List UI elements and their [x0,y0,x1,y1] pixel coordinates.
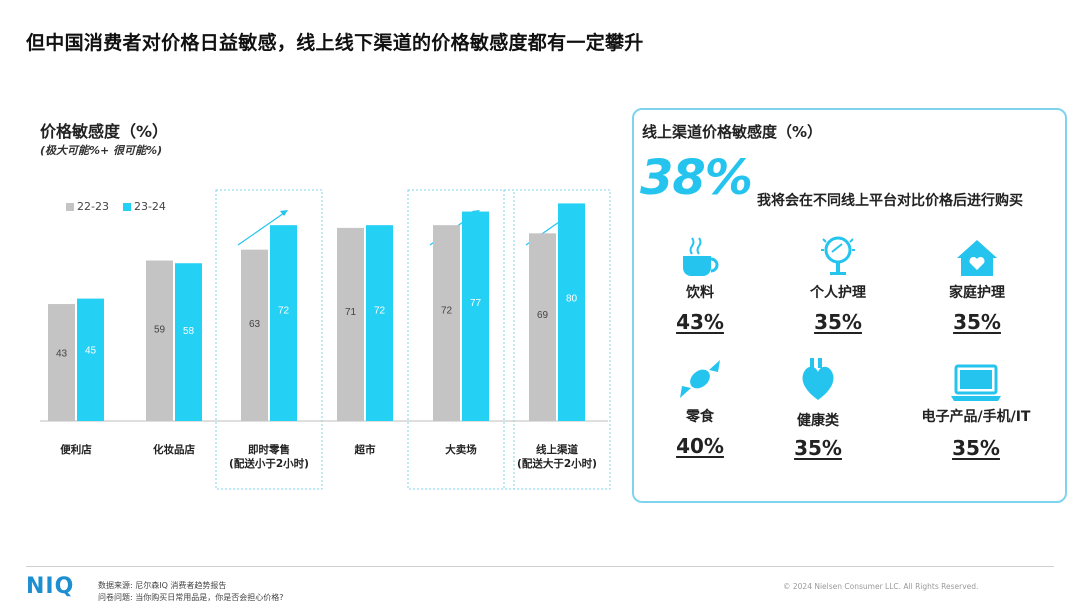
bar-23-24 [175,263,202,421]
category-label: 个人护理 [810,285,866,301]
legend-swatch-old [66,202,74,211]
highlight-box [215,189,323,490]
category-tick-label: 即时零售 [248,443,290,456]
category-value: 43% [676,310,724,334]
chart-subtitle: (极大可能%+ 很可能%) [40,144,163,157]
category-label: 家庭护理 [949,285,1005,301]
bar-22-23 [337,227,364,421]
source-line: 数据来源: 尼尔森IQ 消费者趋势报告 [98,581,227,590]
bar-22-23 [48,304,75,421]
bar-23-24 [558,203,585,421]
footer-divider [26,566,1054,567]
bar-label-22-23: 63 [249,319,261,330]
candy-icon [645,356,755,402]
category-label: 零食 [686,409,714,425]
category-value: 35% [814,310,862,334]
highlight-box [407,189,515,490]
big-percentage: 38% [640,150,753,206]
bar-22-23 [433,225,460,421]
bar-label-22-23: 43 [56,349,68,360]
mirror-icon [783,232,893,278]
bar-label-23-24: 80 [566,293,578,304]
category-snacks: 零食 40% [645,356,755,458]
big-percentage-caption: 我将会在不同线上平台对比价格后进行购买 [757,193,1023,209]
category-beverage: 饮料 43% [645,232,755,334]
coffee-cup-icon [645,232,755,278]
trend-arrow [237,212,285,246]
question-line: 问卷问题: 当你购买日常用品是，你是否会担心价格? [98,593,284,602]
panel-title: 线上渠道价格敏感度（%） [642,123,823,141]
bar-23-24 [366,225,393,421]
category-label: 健康类 [797,413,839,429]
footer-source: 数据来源: 尼尔森IQ 消费者趋势报告 问卷问题: 当你购买日常用品是，你是否会… [98,580,283,604]
bar-22-23 [146,260,173,421]
legend-swatch-new [122,202,131,211]
bar-chart: 43 45 便利店 59 58 化妆品店 63 72 即时零售(配送小于2小时) 71 72 超市 72… [40,189,611,490]
category-tick-label: 便利店 [60,443,92,456]
bar-23-24 [77,298,104,421]
page-title: 但中国消费者对价格日益敏感，线上线下渠道的价格敏感度都有一定攀升 [26,32,644,54]
bar-label-23-24: 72 [278,305,290,316]
bar-label-23-24: 58 [183,326,195,337]
category-label: 电子产品/手机/IT [921,409,1031,425]
category-electronics: 电子产品/手机/IT 35% [903,356,1049,460]
category-personal-care: 个人护理 35% [783,232,893,334]
legend-item-old: 22-23 [66,200,109,213]
category-value: 35% [952,436,1000,460]
legend-label-old: 22-23 [77,200,109,213]
bar-label-23-24: 72 [374,305,386,316]
house-heart-icon [922,232,1032,278]
legend-label-new: 23-24 [133,200,166,213]
bar-label-22-23: 72 [441,305,453,316]
trend-arrowhead [280,210,288,216]
bar-label-22-23: 71 [345,307,357,318]
bar-label-23-24: 77 [470,298,482,309]
niq-logo: NIQ [26,574,75,599]
heart-organ-icon [763,356,873,402]
category-tick-label: 超市 [354,443,376,456]
category-tick-label: 化妆品店 [153,443,195,456]
category-value: 35% [794,436,842,460]
laptop-icon [903,356,1049,402]
category-home-care: 家庭护理 35% [922,232,1032,334]
bar-label-22-23: 59 [154,325,166,336]
bar-22-23 [529,233,556,421]
bar-22-23 [241,249,268,421]
chart-legend: 22-23 23-24 [66,200,166,213]
category-health: 健康类 35% [763,356,873,460]
bar-23-24 [462,211,489,421]
category-label: 饮料 [686,285,714,301]
online-channel-panel [632,108,1067,503]
bar-23-24 [270,225,297,421]
category-value: 40% [676,434,724,458]
category-tick-label: (配送大于2小时) [517,457,597,470]
legend-item-new: 23-24 [122,200,166,213]
chart-title: 价格敏感度（%） [40,122,169,141]
copyright-text: © 2024 Nielsen Consumer LLC. All Rights … [783,582,979,591]
category-tick-label: (配送小于2小时) [229,457,309,470]
category-tick-label: 线上渠道 [536,443,578,456]
bar-label-23-24: 45 [85,346,97,357]
category-tick-label: 大卖场 [445,443,477,456]
highlight-box [503,189,611,490]
category-value: 35% [953,310,1001,334]
bar-label-22-23: 69 [537,310,549,321]
